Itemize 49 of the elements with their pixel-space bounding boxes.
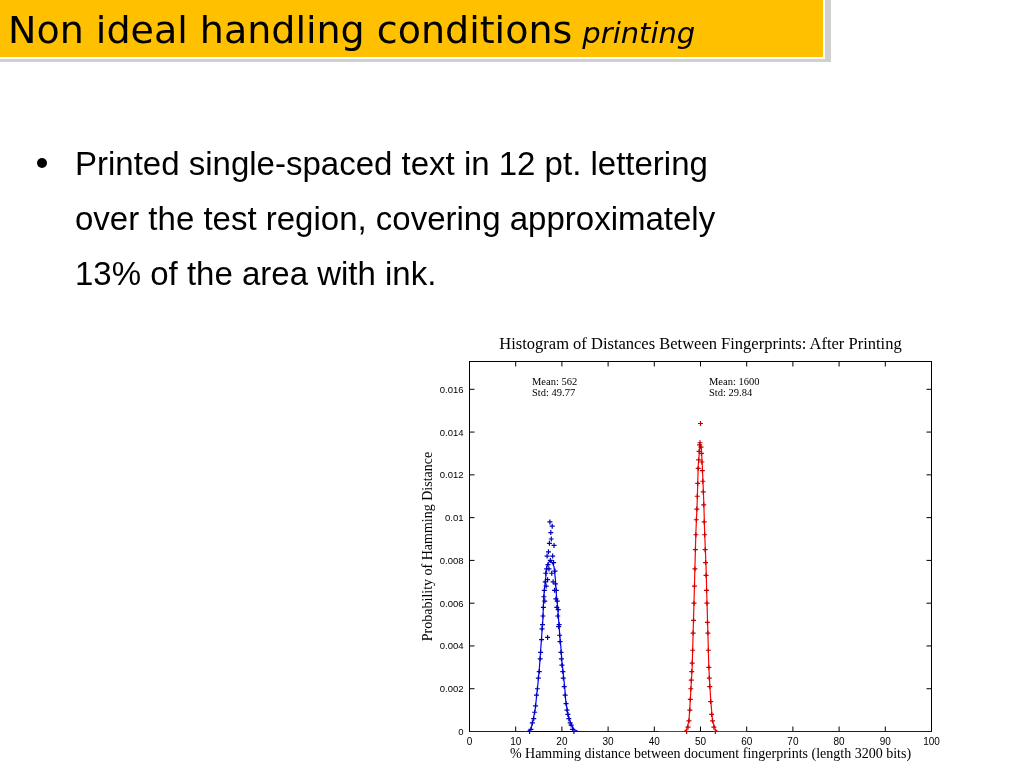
point bbox=[691, 565, 699, 573]
point bbox=[695, 456, 702, 463]
point bbox=[692, 531, 699, 538]
annotation: Mean: 562 bbox=[532, 376, 578, 387]
y-axis-title: Probability of Hamming Distance bbox=[420, 451, 435, 642]
point bbox=[700, 488, 707, 496]
x-tick-label: 40 bbox=[648, 735, 661, 747]
point bbox=[691, 582, 698, 590]
y-tick-label: 0.008 bbox=[439, 554, 464, 566]
y-tick-label: 0.006 bbox=[439, 597, 464, 609]
chart-subtitle: Histogram of Distances Between Fingerprints: After Printing bbox=[499, 334, 902, 353]
point bbox=[690, 600, 698, 607]
x-tick-label: 0 bbox=[466, 735, 473, 747]
x-tick-label: 100 bbox=[923, 735, 941, 747]
point bbox=[710, 724, 717, 731]
point bbox=[702, 572, 710, 579]
chart-title: Non ideal handling conditions printing bbox=[8, 8, 696, 52]
annotation: Std: 49.77 bbox=[532, 387, 576, 398]
x-axis-title: % Hamming distance between document fingerprints (length 3200 bits) bbox=[509, 746, 912, 762]
point bbox=[686, 707, 693, 714]
point bbox=[689, 659, 696, 667]
x-tick-label: 50 bbox=[694, 735, 707, 747]
x-tick-label: 70 bbox=[787, 735, 799, 747]
annotation: Mean: 1600 bbox=[709, 376, 760, 387]
point bbox=[701, 518, 708, 525]
x-tick-label: 90 bbox=[879, 735, 892, 747]
point bbox=[693, 505, 700, 513]
x-tick-label: 80 bbox=[833, 735, 846, 747]
y-tick-label: 0.01 bbox=[445, 512, 464, 524]
y-tick-label: 0.014 bbox=[439, 426, 464, 438]
point bbox=[703, 600, 711, 607]
point bbox=[704, 630, 711, 637]
y-tick-label: 0 bbox=[458, 726, 464, 737]
x-tick-label: 60 bbox=[741, 735, 753, 747]
y-tick-label: 0.012 bbox=[439, 469, 464, 481]
point bbox=[702, 546, 709, 553]
text: Printed single-spaced text in 12 pt. lettering over the test region, covering approximately 13% of the area with ink. bbox=[75, 145, 716, 292]
point bbox=[706, 674, 713, 682]
x-tick-label: 30 bbox=[602, 735, 615, 747]
y-tick-label: 0.002 bbox=[439, 683, 464, 695]
y-tick-label: 0.004 bbox=[439, 640, 464, 652]
x-tick-label: 20 bbox=[556, 735, 568, 747]
point bbox=[690, 630, 697, 637]
point bbox=[698, 458, 705, 466]
annotation: Std: 29.84 bbox=[709, 387, 753, 398]
point bbox=[685, 717, 693, 724]
x-tick-label: 10 bbox=[510, 735, 522, 747]
y-tick-label: 0.016 bbox=[439, 383, 464, 395]
point bbox=[684, 724, 692, 731]
